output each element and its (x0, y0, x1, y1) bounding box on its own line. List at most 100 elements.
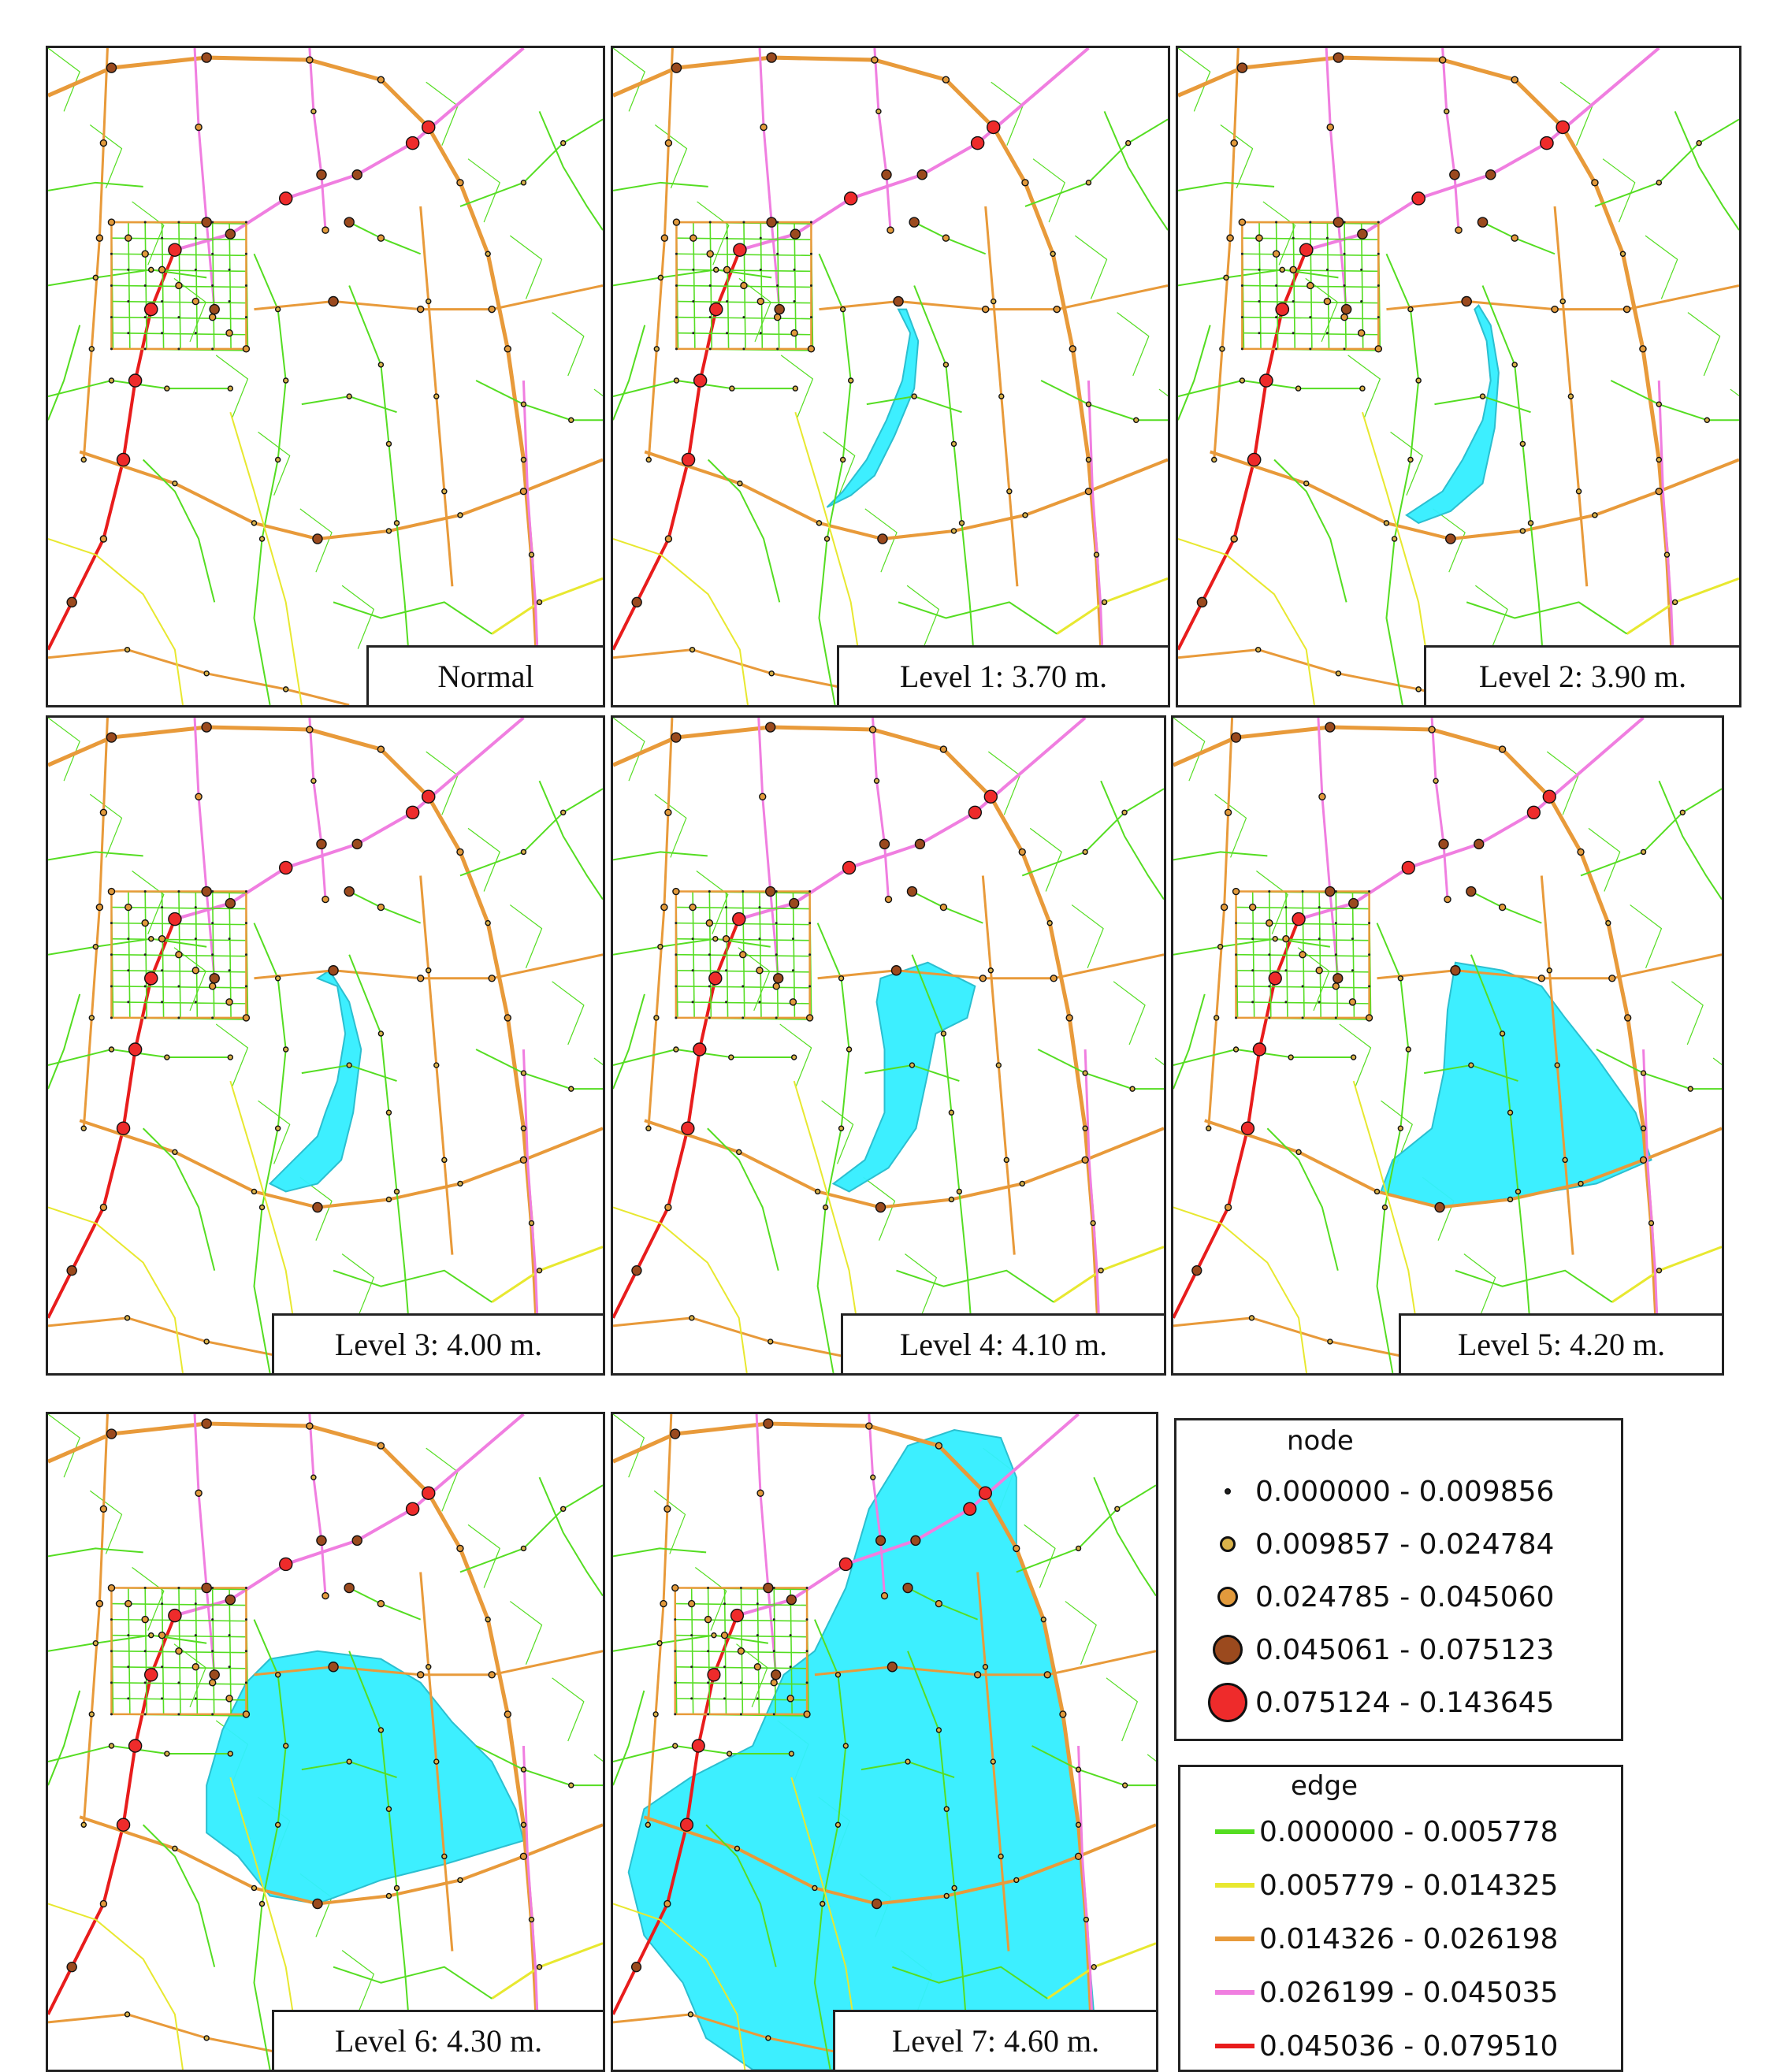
road-edge (195, 1587, 199, 1714)
network-node (377, 1727, 385, 1733)
network-node (351, 169, 362, 180)
node-legend-item: 0.045061 - 0.075123 (1200, 1626, 1554, 1673)
road-edge (823, 431, 856, 496)
network-node (956, 1188, 963, 1195)
network-node (278, 1557, 293, 1572)
network-node (143, 953, 147, 956)
network-node (1605, 919, 1611, 926)
road-edge (1730, 388, 1739, 397)
network-node (1679, 809, 1686, 815)
road-edge (863, 1176, 896, 1241)
network-node (457, 1180, 463, 1187)
network-node (1085, 456, 1092, 463)
node-symbol-icon (1200, 1626, 1255, 1673)
node-legend-item: 0.075124 - 0.143645 (1200, 1679, 1554, 1726)
network-node (177, 1681, 180, 1684)
network-node (274, 1672, 281, 1678)
road-edge (816, 923, 850, 1373)
road-edge (613, 1414, 645, 1478)
network-node (1301, 890, 1304, 893)
network-node (161, 1602, 164, 1606)
network-node (660, 234, 669, 242)
network-node (935, 1442, 943, 1450)
network-node (520, 1766, 527, 1773)
network-node (873, 778, 880, 784)
panel-label: Level 6: 4.30 m. (272, 2010, 603, 2070)
network-map (48, 48, 603, 705)
network-node (838, 975, 845, 982)
network-node (124, 2011, 131, 2018)
network-node (258, 1204, 266, 1211)
network-node (1082, 848, 1088, 856)
road-edge (1031, 1745, 1156, 1787)
network-node (520, 1545, 527, 1552)
road-edge (1074, 235, 1108, 299)
network-node (1224, 808, 1232, 817)
road-edge (459, 788, 603, 877)
network-node (344, 886, 355, 897)
edge-symbol-icon (1204, 1915, 1259, 1962)
network-node (1275, 302, 1290, 317)
network-node (127, 938, 130, 941)
road-edge (79, 450, 603, 540)
network-node (161, 906, 164, 909)
road-edge (613, 725, 1103, 1373)
road-edge (694, 1566, 727, 1631)
network-node (708, 953, 711, 956)
road-edge (1016, 1484, 1156, 1573)
network-node (328, 295, 339, 307)
network-node (377, 1030, 385, 1037)
network-node (1046, 919, 1053, 926)
network-node (1251, 969, 1254, 972)
network-node (110, 1681, 113, 1684)
network-node (110, 922, 113, 925)
network-node (987, 967, 994, 974)
network-node (1411, 191, 1425, 206)
network-node (1648, 1220, 1655, 1227)
road-edge (491, 577, 603, 635)
road-edge (308, 718, 327, 900)
road-edge (707, 459, 781, 603)
network-node (788, 897, 800, 909)
road-edge (142, 1127, 216, 1271)
network-node (843, 191, 858, 206)
network-node (1121, 1782, 1128, 1788)
network-node (707, 1668, 721, 1682)
network-node (1407, 306, 1414, 313)
node-legend-title: node (1287, 1425, 1354, 1457)
network-node (385, 1892, 392, 1899)
network-node (652, 1711, 659, 1717)
network-node (768, 1339, 774, 1345)
network-node (1292, 300, 1295, 303)
network-node (708, 302, 723, 317)
network-node (194, 236, 197, 240)
road-edge (792, 891, 796, 1018)
network-map (613, 718, 1164, 1373)
road-edge (892, 1966, 1048, 2000)
network-node (1575, 488, 1582, 495)
network-node (177, 1016, 180, 1019)
network-node (201, 217, 212, 228)
network-map (1173, 718, 1722, 1373)
network-node (1098, 1267, 1104, 1274)
network-node (871, 56, 879, 64)
network-node (312, 1201, 323, 1213)
network-node (306, 1422, 314, 1430)
network-node (675, 953, 678, 956)
network-node (1656, 180, 1663, 186)
network-node (559, 139, 567, 147)
network-node (194, 1602, 197, 1606)
network-node (457, 512, 463, 518)
network-node (195, 1489, 203, 1497)
network-node (1357, 228, 1368, 240)
road-edge (1093, 1476, 1156, 1597)
network-node (758, 906, 761, 909)
network-node (726, 300, 729, 303)
network-node (1455, 226, 1463, 234)
network-node (344, 1582, 355, 1594)
network-node (536, 1267, 543, 1274)
network-node (839, 306, 846, 313)
network-node (1374, 345, 1383, 353)
road-edge (1213, 48, 1240, 460)
road-edge (459, 118, 603, 207)
